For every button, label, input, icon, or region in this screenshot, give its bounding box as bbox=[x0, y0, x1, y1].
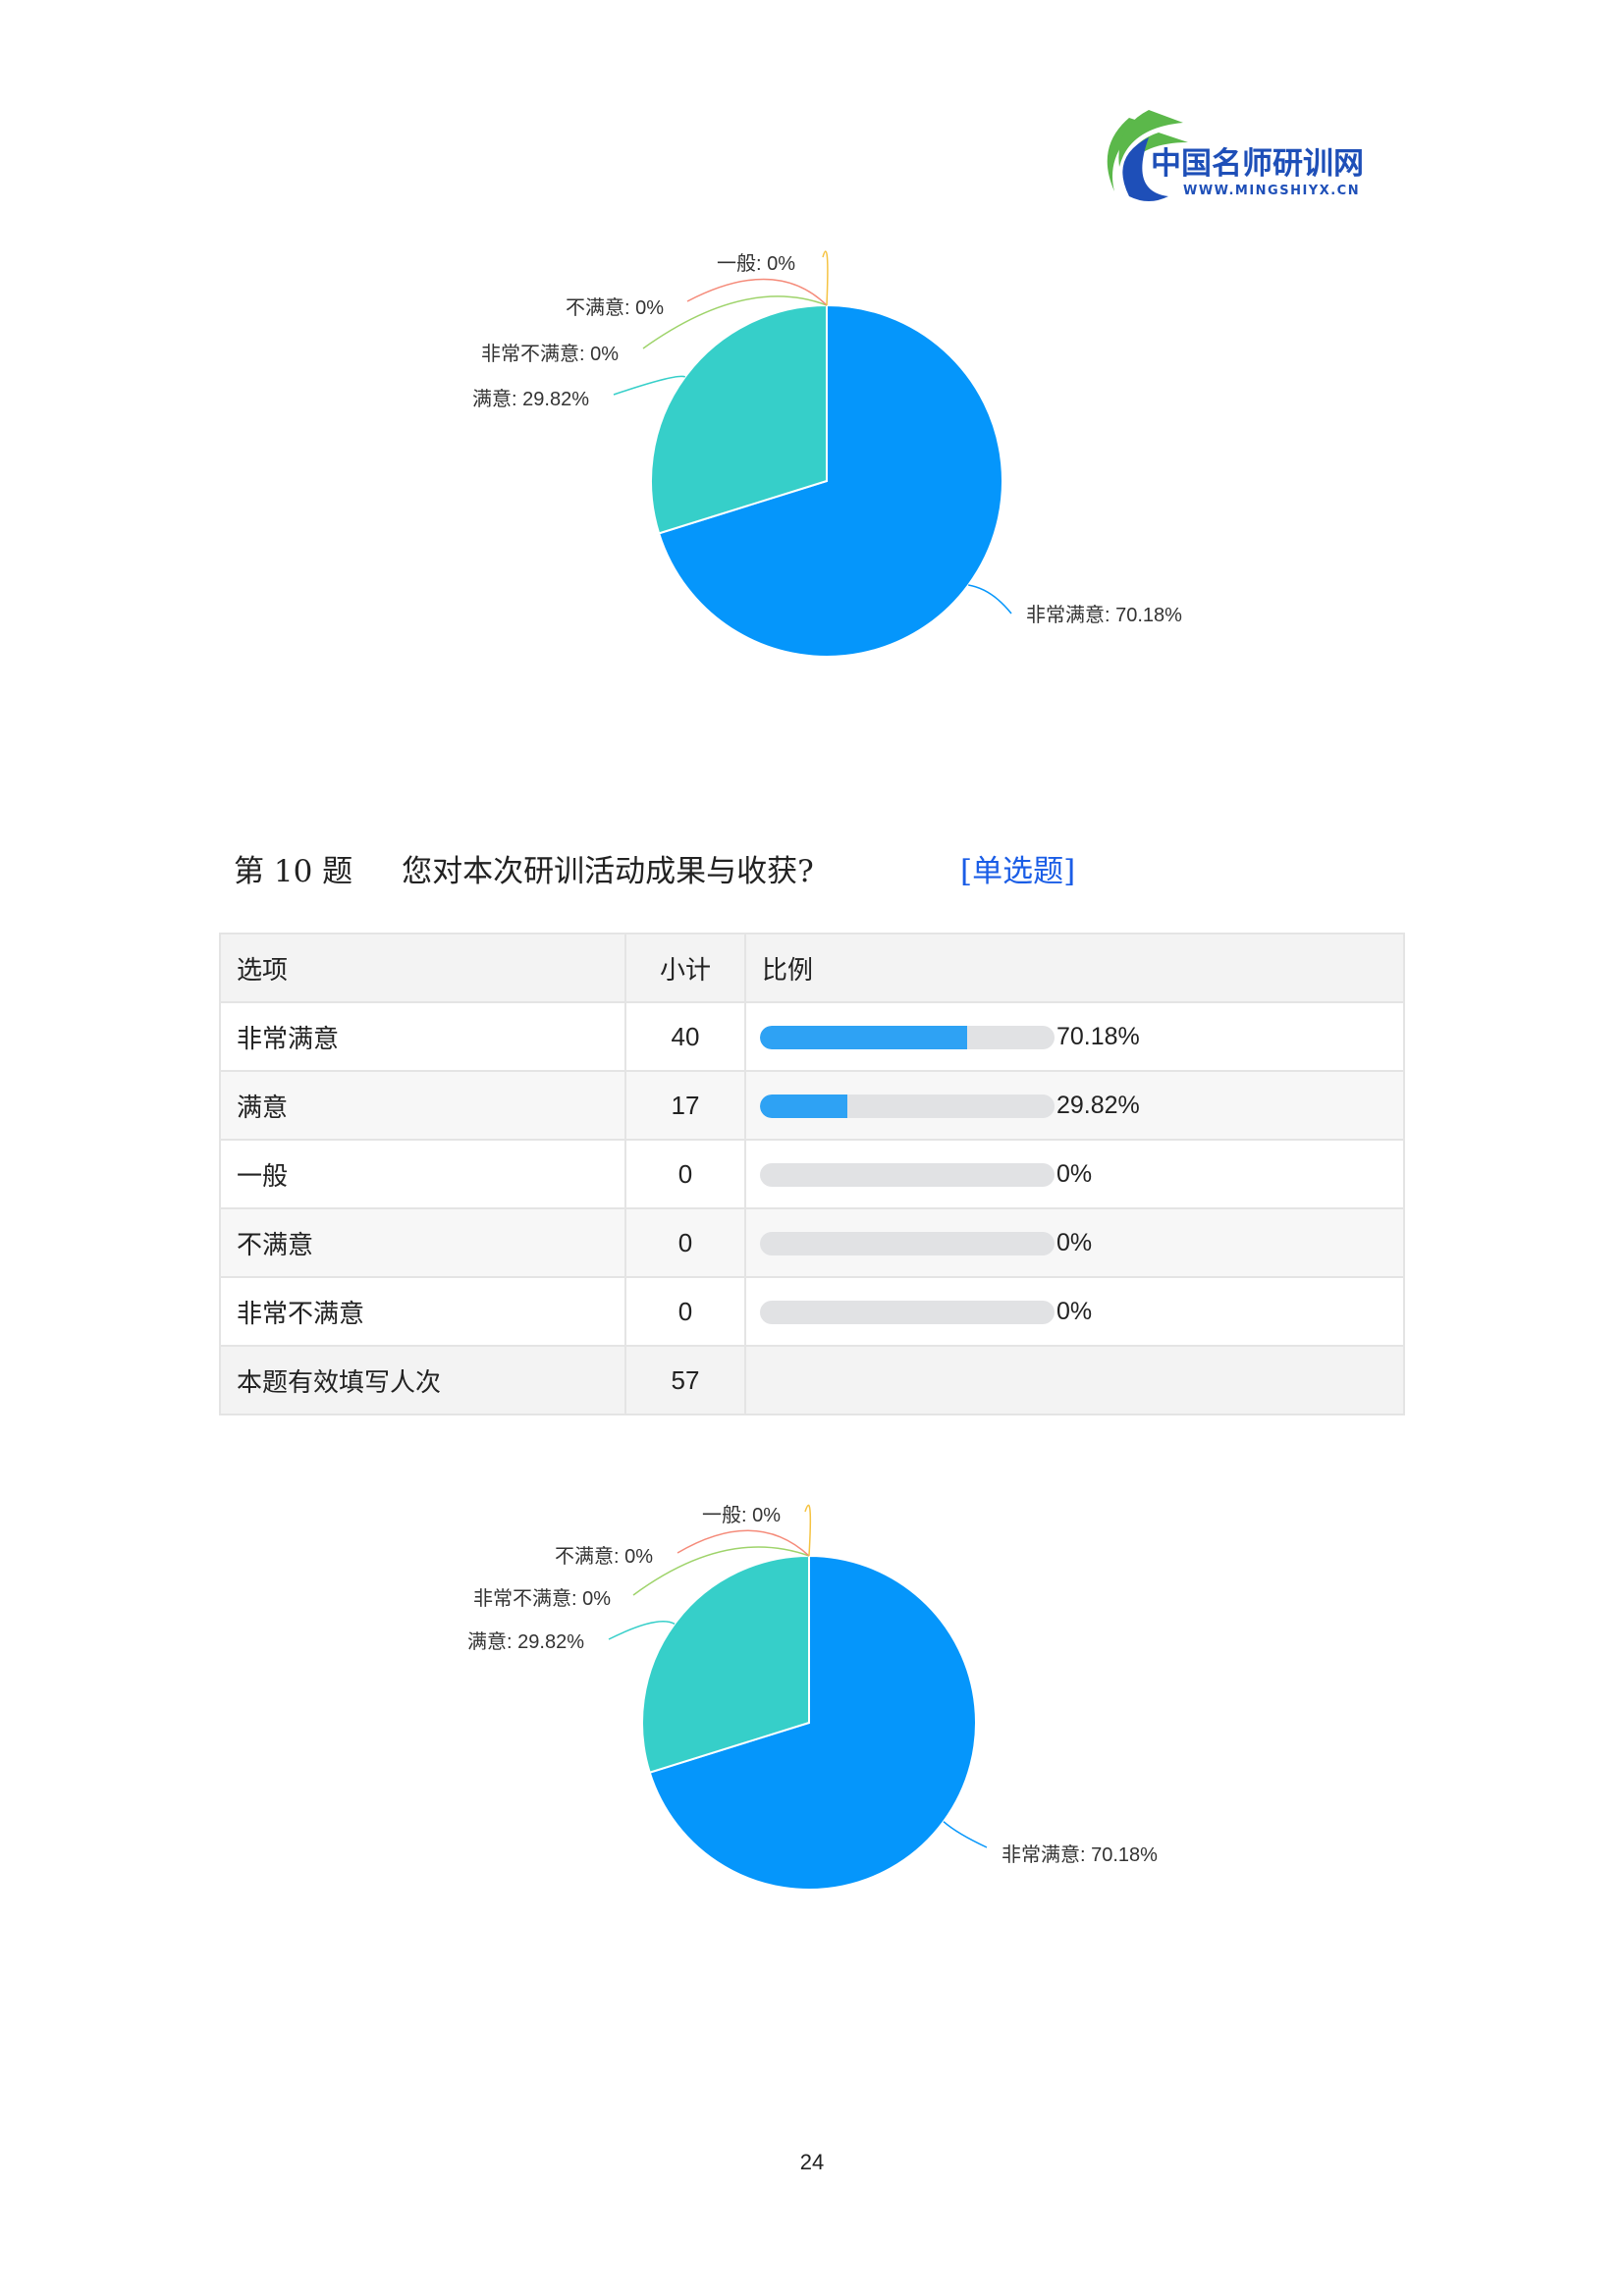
option-percent: 70.18% bbox=[1056, 1023, 1140, 1051]
leader-line bbox=[677, 1529, 810, 1557]
pie-label: 不满意: 0% bbox=[555, 1545, 653, 1568]
option-percent: 0% bbox=[1056, 1229, 1093, 1257]
progress-bar bbox=[760, 1300, 1055, 1324]
table-header-row: 选项 小计 比例 bbox=[219, 933, 1405, 1003]
footer-empty bbox=[744, 1345, 1405, 1415]
pie-label: 非常满意: 70.18% bbox=[1026, 604, 1182, 626]
table-row: 不满意 0 0% bbox=[219, 1207, 1405, 1278]
pie-label: 一般: 0% bbox=[702, 1504, 781, 1526]
logo-url: WWW.MINGSHIYX.CN bbox=[1183, 184, 1360, 198]
progress-bar-fill bbox=[760, 1025, 967, 1049]
option-count: 0 bbox=[624, 1207, 746, 1278]
table-footer-row: 本题有效填写人次 57 bbox=[219, 1345, 1405, 1415]
leader-line bbox=[608, 1621, 676, 1640]
leader-line bbox=[613, 375, 686, 396]
pie-label: 满意: 29.82% bbox=[467, 1630, 584, 1653]
option-label: 一般 bbox=[219, 1139, 626, 1209]
leader-line bbox=[822, 250, 829, 306]
option-label: 非常满意 bbox=[219, 1001, 626, 1072]
option-percent-cell: 29.82% bbox=[744, 1070, 1405, 1141]
progress-bar bbox=[760, 1025, 1055, 1049]
pie-label: 非常满意: 70.18% bbox=[1001, 1843, 1158, 1866]
option-label: 非常不满意 bbox=[219, 1276, 626, 1347]
progress-bar bbox=[760, 1231, 1055, 1255]
question-type-link[interactable]: [单选题] bbox=[960, 854, 1076, 889]
pie-label: 满意: 29.82% bbox=[472, 388, 589, 410]
table-row: 非常满意 40 70.18% bbox=[219, 1001, 1405, 1072]
pie-label: 非常不满意: 0% bbox=[481, 343, 619, 365]
option-label: 不满意 bbox=[219, 1207, 626, 1278]
option-percent-cell: 0% bbox=[744, 1276, 1405, 1347]
pie-chart-1: 非常满意: 70.18% 满意: 29.82% 非常不满意: 0% 不满意: 0% 一般… bbox=[472, 250, 1182, 658]
pie-label: 非常不满意: 0% bbox=[473, 1587, 611, 1610]
leader-line bbox=[642, 295, 828, 349]
header-option: 选项 bbox=[219, 933, 626, 1003]
question-text: 您对本次研训活动成果与收获? bbox=[402, 854, 814, 889]
leader-line bbox=[968, 584, 1012, 614]
header-count: 小计 bbox=[624, 933, 746, 1003]
footer-label: 本题有效填写人次 bbox=[219, 1345, 626, 1415]
option-count: 0 bbox=[624, 1139, 746, 1209]
logo-swoosh bbox=[1122, 137, 1168, 201]
leader-line bbox=[943, 1821, 988, 1848]
page-number: 24 bbox=[799, 2150, 825, 2174]
leader-line bbox=[686, 278, 828, 306]
option-label: 满意 bbox=[219, 1070, 626, 1141]
table-row: 一般 0 0% bbox=[219, 1139, 1405, 1209]
leader-line bbox=[804, 1504, 812, 1557]
option-percent-cell: 70.18% bbox=[744, 1001, 1405, 1072]
pie-slice-1 bbox=[650, 303, 828, 535]
option-count: 40 bbox=[624, 1001, 746, 1072]
option-count: 0 bbox=[624, 1276, 746, 1347]
pie-label: 一般: 0% bbox=[717, 252, 795, 275]
table-row: 非常不满意 0 0% bbox=[219, 1276, 1405, 1347]
header-percent: 比例 bbox=[744, 933, 1405, 1003]
pie-slice-0 bbox=[657, 303, 1003, 658]
logo-name: 中国名师研训网 bbox=[1151, 146, 1364, 182]
pie-slice-0 bbox=[648, 1554, 977, 1891]
results-table: 选项 小计 比例 非常满意 40 70.18% 满意 17 29.82% 一般 0 … bbox=[219, 933, 1405, 1415]
table-row: 满意 17 29.82% bbox=[219, 1070, 1405, 1141]
progress-bar bbox=[760, 1162, 1055, 1187]
leader-line bbox=[632, 1546, 810, 1596]
logo-leaf bbox=[1118, 110, 1183, 167]
option-percent: 29.82% bbox=[1056, 1092, 1140, 1120]
pie-chart-2: 非常满意: 70.18% 满意: 29.82% 非常不满意: 0% 不满意: 0% 一般… bbox=[467, 1504, 1158, 1891]
question-heading: 第 10 题 您对本次研训活动成果与收获? [单选题] bbox=[234, 846, 1075, 890]
option-percent: 0% bbox=[1056, 1298, 1093, 1326]
pie-slice-1 bbox=[641, 1554, 810, 1774]
option-count: 17 bbox=[624, 1070, 746, 1141]
progress-bar bbox=[760, 1094, 1055, 1118]
logo: 中国名师研训网 WWW.MINGSHIYX.CN bbox=[1107, 110, 1364, 201]
question-number: 第 10 题 bbox=[234, 854, 353, 889]
logo-leaf bbox=[1107, 118, 1144, 191]
progress-bar-fill bbox=[760, 1094, 848, 1118]
option-percent-cell: 0% bbox=[744, 1139, 1405, 1209]
option-percent-cell: 0% bbox=[744, 1207, 1405, 1278]
option-percent: 0% bbox=[1056, 1160, 1093, 1189]
footer-count: 57 bbox=[624, 1345, 746, 1415]
pie-label: 不满意: 0% bbox=[566, 296, 664, 319]
